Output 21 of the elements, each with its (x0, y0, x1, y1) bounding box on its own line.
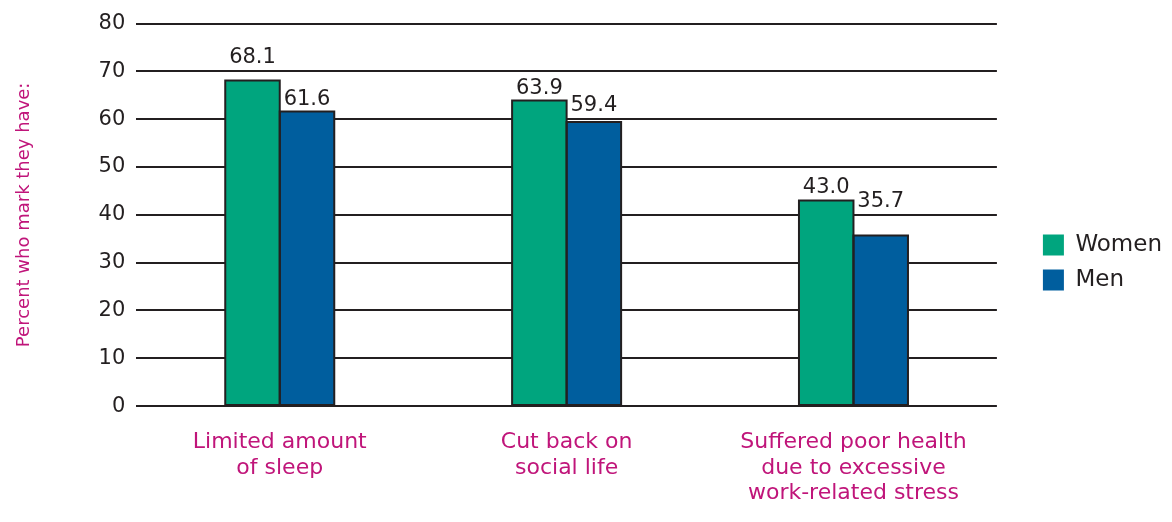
data-label: 59.4 (570, 92, 618, 117)
y-tick-label: 20 (98, 296, 126, 321)
y-tick-label: 30 (98, 249, 126, 274)
data-label: 68.1 (229, 44, 276, 69)
x-tick-label: Cut back on social life (500, 428, 633, 479)
data-label: 63.9 (515, 74, 563, 99)
y-tick-label: 10 (98, 344, 126, 369)
data-label: 61.6 (283, 85, 331, 110)
y-tick-label: 70 (98, 57, 126, 82)
data-label: 43.0 (802, 174, 850, 199)
x-tick-label: Suffered poor health due to excessive work-related stress (740, 428, 967, 505)
x-tick-label: Limited amount of sleep (192, 428, 368, 479)
legend-label: Women (1075, 229, 1163, 256)
y-tick-label: 80 (98, 10, 126, 35)
legend-label: Men (1075, 264, 1124, 291)
y-tick-label: 0 (111, 392, 126, 417)
y-tick-label: 50 (98, 153, 126, 178)
data-label: 35.7 (857, 187, 905, 212)
y-axis-title: Percent who mark they have: (12, 82, 34, 348)
y-tick-label: 60 (98, 105, 126, 130)
y-tick-label: 40 (98, 201, 126, 226)
